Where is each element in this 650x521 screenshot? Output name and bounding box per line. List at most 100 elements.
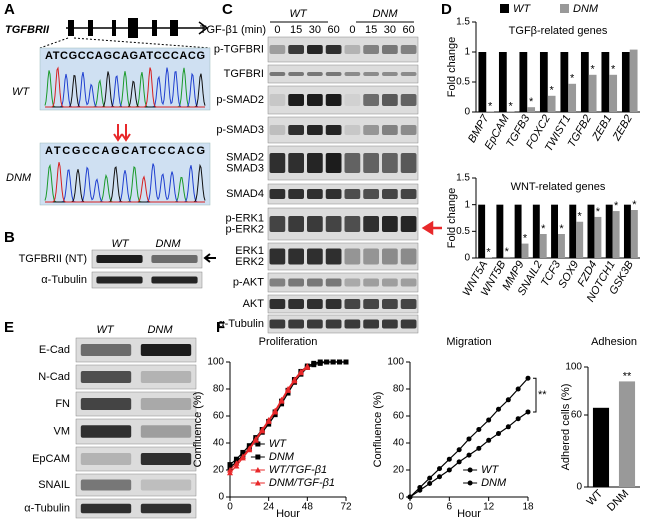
band <box>140 479 192 491</box>
y-axis-label: Fold change <box>446 37 458 98</box>
y-tick-label: 20 <box>393 465 405 476</box>
bar <box>558 234 565 258</box>
bar <box>506 111 515 112</box>
band <box>344 72 361 76</box>
band <box>400 319 417 329</box>
row-label: E-Cad <box>39 344 70 356</box>
significance: * <box>611 64 616 76</box>
band <box>307 278 323 287</box>
band-arrow <box>421 220 442 236</box>
legend-label: DNM/TGF-β1 <box>269 477 335 489</box>
band <box>140 344 192 356</box>
chart-title: Migration <box>446 336 491 348</box>
chromatogram <box>39 142 211 206</box>
band <box>325 125 342 135</box>
x-tick-label: 18 <box>522 502 534 513</box>
band <box>307 45 323 54</box>
band <box>269 299 286 309</box>
legend-label: DNM <box>573 3 599 15</box>
legend-label: WT <box>481 464 499 476</box>
exon <box>68 20 74 36</box>
marker <box>467 467 473 473</box>
bar <box>498 52 507 112</box>
y-tick-label: 100 <box>207 357 224 368</box>
y-tick-label: 80 <box>393 384 405 395</box>
blot <box>267 64 419 84</box>
band <box>307 72 323 76</box>
band <box>140 425 192 438</box>
band <box>151 255 198 263</box>
y-tick-label: 80 <box>213 384 225 395</box>
y-tick-label: 1 <box>464 199 470 210</box>
x-tick-label: ZEB1 <box>590 113 615 144</box>
marker <box>259 427 266 434</box>
band <box>307 94 323 106</box>
significance: * <box>541 223 546 235</box>
band <box>80 371 132 383</box>
band <box>288 299 304 309</box>
significance-bracket <box>533 377 537 413</box>
row-label: VM <box>54 425 71 437</box>
exon <box>170 20 178 36</box>
band <box>269 319 286 329</box>
wt-label: WT <box>12 86 30 98</box>
band <box>363 153 379 173</box>
band <box>363 319 379 329</box>
dnm-label: DNM <box>6 172 32 184</box>
band <box>325 153 342 173</box>
band <box>344 45 361 54</box>
marker <box>285 387 291 393</box>
marker <box>496 406 501 412</box>
zoom-line <box>73 37 211 49</box>
marker <box>446 467 452 473</box>
row-label: SMAD4 <box>226 188 264 200</box>
band <box>80 453 132 465</box>
y-tick-label: 1.5 <box>456 173 470 184</box>
legend-label: DNM <box>481 477 507 489</box>
marker <box>311 362 317 368</box>
significance: ** <box>623 370 632 382</box>
significance: * <box>632 199 637 211</box>
band <box>344 216 361 232</box>
mutation-arrow <box>113 124 131 142</box>
x-tick-label: 48 <box>302 502 314 513</box>
chart-title: WNT-related genes <box>511 181 606 193</box>
bar <box>478 52 487 112</box>
row-label: TGFBRII (NT) <box>19 253 87 265</box>
band <box>400 94 417 106</box>
band <box>269 278 286 287</box>
bar <box>568 83 577 112</box>
panel-label: C <box>222 1 233 18</box>
band <box>400 299 417 309</box>
row-label: FN <box>55 398 70 410</box>
row-label: TGFBRI <box>224 68 264 80</box>
marker <box>265 418 272 424</box>
sequence: ATCGCCAGCATCCCACG <box>45 145 205 157</box>
row-label: p-ERK1 <box>225 212 264 224</box>
marker <box>291 377 298 384</box>
band <box>96 255 143 263</box>
band <box>382 278 398 287</box>
band <box>140 371 192 383</box>
band <box>344 319 361 329</box>
chart-title: TGFβ-related genes <box>509 25 608 37</box>
band <box>382 189 398 199</box>
bar <box>547 95 556 112</box>
band <box>325 94 342 106</box>
band <box>269 45 286 54</box>
band <box>288 125 304 135</box>
y-tick-label: 100 <box>387 357 404 368</box>
marker <box>476 427 482 432</box>
bar <box>588 74 597 112</box>
band <box>363 299 379 309</box>
y-axis-label: Adhered cells (%) <box>560 384 572 471</box>
band <box>363 125 379 135</box>
marker <box>279 401 285 407</box>
band <box>344 189 361 199</box>
band <box>382 72 398 76</box>
band <box>400 153 417 173</box>
bar <box>503 256 511 258</box>
row-label: p-AKT <box>233 276 264 288</box>
marker <box>239 454 246 461</box>
